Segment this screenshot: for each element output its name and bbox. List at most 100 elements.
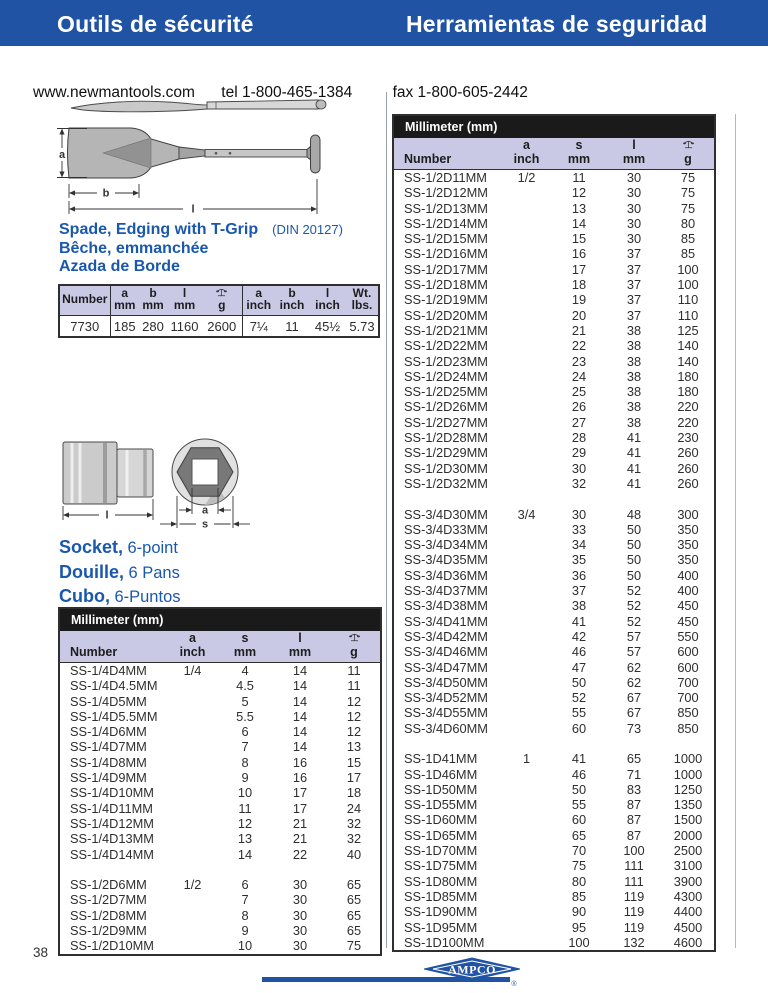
value-cell: 300 bbox=[677, 506, 699, 522]
scale-icon bbox=[348, 633, 360, 642]
value-cell: 30 bbox=[626, 215, 642, 231]
value-cell: 5.73 bbox=[349, 318, 375, 334]
table-row: SS-1/2D27MM 27 38 220 bbox=[394, 415, 714, 430]
part-number-cell: SS-1/4D12MM bbox=[70, 815, 154, 831]
part-number-cell: SS-1/2D22MM bbox=[404, 338, 488, 354]
value-cell bbox=[501, 552, 552, 567]
table-row: SS-3/4D41MM 41 52 450 bbox=[394, 614, 714, 629]
value-cell: 55 bbox=[571, 705, 587, 721]
value-cell: 24 bbox=[571, 368, 587, 384]
column-header: Number bbox=[60, 631, 167, 663]
table-row: SS-1/4D8MM 8 16 15 bbox=[60, 755, 380, 770]
part-number-cell: SS-3/4D41MM bbox=[404, 613, 488, 629]
value-cell: 30 bbox=[292, 907, 308, 923]
table-row: SS-1/4D9MM 9 16 17 bbox=[60, 770, 380, 785]
value-cell: 6 bbox=[241, 877, 249, 893]
registered-mark: ® bbox=[511, 980, 517, 988]
value-cell bbox=[501, 384, 552, 399]
part-number-cell: SS-3/4D35MM bbox=[404, 552, 488, 568]
value-cell: 41 bbox=[626, 445, 642, 461]
value-cell: 7 bbox=[241, 739, 249, 755]
value-cell: 65 bbox=[346, 877, 362, 893]
dim-l-label-socket: l bbox=[105, 510, 108, 522]
value-cell: 48 bbox=[626, 506, 642, 522]
value-cell bbox=[501, 292, 552, 307]
value-cell: 14 bbox=[292, 724, 308, 740]
table-row: SS-1/2D21MM 21 38 125 bbox=[394, 323, 714, 338]
value-cell bbox=[501, 216, 552, 231]
table-row: SS-1/4D10MM 10 17 18 bbox=[60, 785, 380, 800]
part-number-cell: SS-1/2D7MM bbox=[70, 892, 147, 908]
value-cell: 46 bbox=[571, 766, 587, 782]
value-cell bbox=[501, 399, 552, 414]
value-cell bbox=[501, 843, 552, 858]
value-cell: 32 bbox=[346, 815, 362, 831]
value-cell: 45½ bbox=[314, 318, 341, 334]
value-cell: 87 bbox=[626, 812, 642, 828]
value-cell: 350 bbox=[677, 537, 699, 553]
value-cell: 12 bbox=[346, 708, 362, 724]
table-row: SS-1/4D12MM 12 21 32 bbox=[60, 816, 380, 831]
value-cell bbox=[501, 797, 552, 812]
value-cell bbox=[501, 323, 552, 338]
edging-tool-drawing bbox=[70, 99, 327, 113]
table-row: SS-1D100MM 100 132 4600 bbox=[394, 935, 714, 950]
value-cell bbox=[167, 831, 218, 846]
part-number-cell: SS-1/2D12MM bbox=[404, 185, 488, 201]
value-cell: 6 bbox=[241, 724, 249, 740]
part-number-cell: SS-1D80MM bbox=[404, 873, 478, 889]
value-cell: 1/4 bbox=[183, 663, 202, 678]
value-cell: 30 bbox=[571, 460, 587, 476]
table-row: SS-1/2D6MM 1/2 6 30 65 bbox=[60, 877, 380, 892]
socket-heading-english: Socket, 6-point bbox=[59, 537, 178, 557]
column-divider-line bbox=[386, 92, 387, 948]
value-cell: 140 bbox=[677, 338, 699, 354]
value-cell: 30 bbox=[292, 923, 308, 939]
value-cell: 38 bbox=[626, 322, 642, 338]
value-cell: 52 bbox=[626, 613, 642, 629]
value-cell: 38 bbox=[626, 368, 642, 384]
table-row: SS-1/2D25MM 25 38 180 bbox=[394, 384, 714, 399]
value-cell bbox=[501, 721, 552, 736]
page-edge-line bbox=[735, 114, 736, 948]
table-row: SS-3/4D55MM 55 67 850 bbox=[394, 705, 714, 720]
table-row: SS-1/4D7MM 7 14 13 bbox=[60, 739, 380, 754]
value-cell: 85 bbox=[571, 888, 587, 904]
table-row: SS-1/2D10MM 10 30 75 bbox=[60, 938, 380, 953]
value-cell: 5 bbox=[241, 693, 249, 709]
value-cell: 220 bbox=[677, 414, 699, 430]
value-cell: 32 bbox=[346, 831, 362, 847]
table-row: SS-3/4D47MM 47 62 600 bbox=[394, 660, 714, 675]
value-cell bbox=[167, 847, 218, 862]
table-row bbox=[60, 862, 380, 877]
part-number-cell: SS-3/4D50MM bbox=[404, 674, 488, 690]
value-cell: 50 bbox=[626, 521, 642, 537]
value-cell: 19 bbox=[571, 292, 587, 308]
value-cell bbox=[501, 874, 552, 889]
table-row: SS-3/4D60MM 60 73 850 bbox=[394, 721, 714, 736]
table-row: SS-1/2D16MM 16 37 85 bbox=[394, 246, 714, 261]
part-number-cell: SS-1D55MM bbox=[404, 797, 478, 813]
value-cell: 4400 bbox=[673, 904, 703, 920]
part-number-cell: SS-1/2D24MM bbox=[404, 368, 488, 384]
value-cell bbox=[501, 767, 552, 782]
value-cell: 111 bbox=[624, 873, 644, 889]
socket-dimension-arrows: l a s bbox=[62, 488, 250, 531]
table-row: SS-1/2D8MM 8 30 65 bbox=[60, 908, 380, 923]
table-row: SS-1/2D29MM 29 41 260 bbox=[394, 445, 714, 460]
value-cell: 220 bbox=[677, 399, 699, 415]
table-row: SS-1D50MM 50 83 1250 bbox=[394, 782, 714, 797]
socket-front-view bbox=[171, 438, 239, 506]
table-row: SS-3/4D46MM 46 57 600 bbox=[394, 644, 714, 659]
value-cell: 100 bbox=[677, 261, 699, 277]
value-cell: 7 bbox=[241, 892, 249, 908]
value-cell: 95 bbox=[571, 919, 587, 935]
value-cell: 90 bbox=[571, 904, 587, 920]
value-cell bbox=[501, 598, 552, 613]
value-cell: 65 bbox=[346, 907, 362, 923]
part-number-cell: SS-3/4D33MM bbox=[404, 521, 488, 537]
value-cell: 47 bbox=[571, 659, 587, 675]
value-cell: 16 bbox=[571, 246, 587, 262]
value-cell: 60 bbox=[571, 720, 587, 736]
